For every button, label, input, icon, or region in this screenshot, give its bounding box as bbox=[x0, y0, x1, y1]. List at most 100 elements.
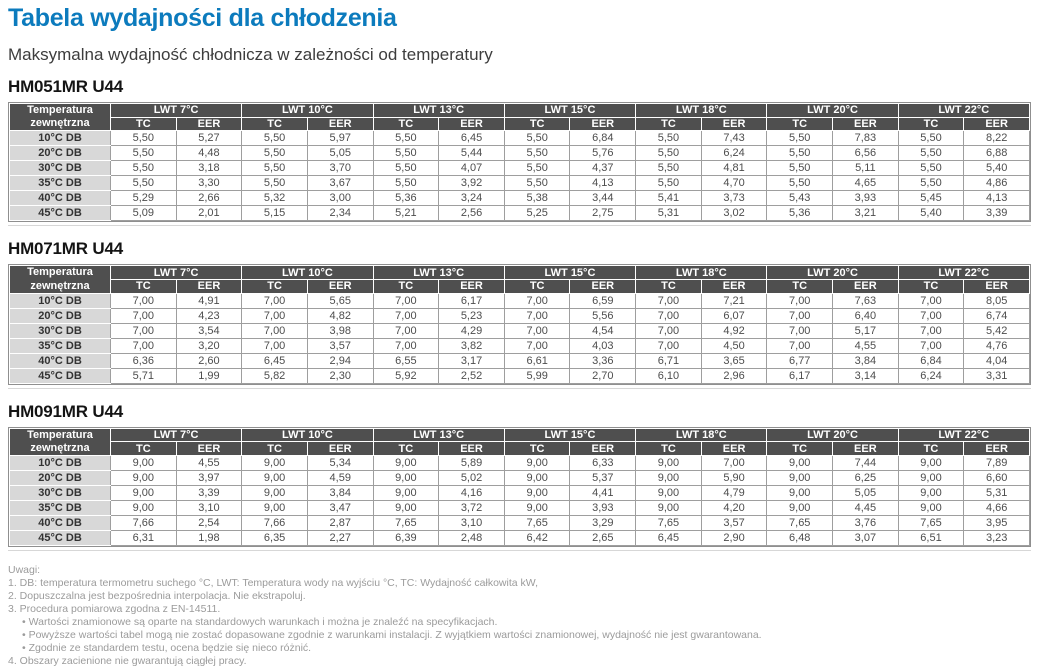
tc-value: 7,66 bbox=[241, 515, 308, 532]
row-label: 40°C DB bbox=[9, 190, 111, 207]
notes: Uwagi: 1. DB: temperatura termometru suc… bbox=[8, 564, 1031, 668]
eer-value: 2,94 bbox=[306, 352, 374, 369]
row-label: 10°C DB bbox=[9, 292, 111, 309]
tc-value: 5,31 bbox=[635, 205, 702, 222]
tc-value: 5,92 bbox=[372, 367, 440, 384]
tc-value: 5,38 bbox=[503, 190, 571, 207]
table-underline bbox=[8, 387, 1031, 389]
tc-value: 7,65 bbox=[635, 515, 702, 532]
tc-value: 5,50 bbox=[635, 175, 702, 192]
eer-value: 8,05 bbox=[963, 292, 1030, 309]
tc-value: 7,00 bbox=[897, 307, 965, 324]
tc-value: 5,50 bbox=[503, 160, 571, 177]
eer-value: 4,55 bbox=[175, 455, 243, 472]
capacity-table-wrap: Temperatura zewnętrzna LWT 7°C LWT 10°C LWT … bbox=[8, 102, 1031, 223]
row-label: 20°C DB bbox=[9, 470, 111, 487]
eer-value: 5,05 bbox=[832, 485, 899, 502]
eer-value: 5,05 bbox=[306, 145, 374, 162]
eer-value: 7,00 bbox=[700, 455, 768, 472]
row-label: 35°C DB bbox=[9, 175, 111, 192]
tc-value: 7,00 bbox=[241, 307, 308, 324]
notes-heading: Uwagi: bbox=[8, 564, 41, 577]
eer-value: 2,52 bbox=[438, 367, 505, 384]
row-label: 45°C DB bbox=[9, 205, 111, 222]
tc-value: 6,84 bbox=[897, 352, 965, 369]
tc-value: 6,55 bbox=[372, 352, 440, 369]
tc-value: 9,00 bbox=[110, 485, 177, 502]
tc-value: 9,00 bbox=[241, 470, 308, 487]
tc-value: 7,00 bbox=[766, 307, 834, 324]
table-row: 35°C DB 7,00 3,20 7,00 3,57 7,00 3,82 7,00 4,03 7… bbox=[9, 337, 1030, 354]
tc-value: 6,36 bbox=[110, 352, 177, 369]
tc-value: 5,50 bbox=[241, 130, 308, 147]
tc-value: 9,00 bbox=[372, 485, 440, 502]
tc-value: 6,17 bbox=[766, 367, 834, 384]
col-header-eer: EER bbox=[963, 441, 1030, 457]
col-header-eer: EER bbox=[700, 441, 768, 457]
capacity-table-wrap: Temperatura zewnętrzna LWT 7°C LWT 10°C LWT … bbox=[8, 264, 1031, 385]
eer-value: 2,75 bbox=[569, 205, 637, 222]
tc-value: 5,50 bbox=[897, 145, 965, 162]
col-header-tc: TC bbox=[372, 116, 440, 132]
tc-value: 9,00 bbox=[635, 500, 702, 517]
eer-value: 3,14 bbox=[832, 367, 899, 384]
eer-value: 7,83 bbox=[832, 130, 899, 147]
col-header-tc: TC bbox=[241, 279, 308, 294]
eer-value: 4,20 bbox=[700, 500, 768, 517]
eer-value: 1,99 bbox=[175, 367, 243, 384]
eer-value: 4,50 bbox=[700, 337, 768, 354]
eer-value: 5,31 bbox=[963, 485, 1030, 502]
tc-value: 9,00 bbox=[372, 470, 440, 487]
eer-value: 4,70 bbox=[700, 175, 768, 192]
eer-value: 3,98 bbox=[306, 322, 374, 339]
eer-value: 6,33 bbox=[569, 455, 637, 472]
eer-value: 6,74 bbox=[963, 307, 1030, 324]
tc-value: 9,00 bbox=[110, 470, 177, 487]
tc-value: 5,50 bbox=[372, 160, 440, 177]
column-header-temperatura-zewnetrzna: Temperatura zewnętrzna bbox=[9, 427, 111, 457]
tc-value: 5,50 bbox=[766, 160, 834, 177]
tc-value: 6,45 bbox=[635, 530, 702, 547]
col-header-tc: TC bbox=[503, 279, 571, 294]
tc-value: 5,29 bbox=[110, 190, 177, 207]
col-header-tc: TC bbox=[241, 116, 308, 132]
eer-value: 3,10 bbox=[438, 515, 505, 532]
tc-value: 5,36 bbox=[766, 205, 834, 222]
tc-value: 5,50 bbox=[766, 145, 834, 162]
col-header-eer: EER bbox=[569, 441, 637, 457]
page-title: Tabela wydajności dla chłodzenia bbox=[8, 4, 397, 32]
tc-value: 7,00 bbox=[241, 292, 308, 309]
eer-value: 3,31 bbox=[963, 367, 1030, 384]
eer-value: 3,07 bbox=[832, 530, 899, 547]
row-label: 30°C DB bbox=[9, 160, 111, 177]
tc-value: 9,00 bbox=[897, 485, 965, 502]
tc-value: 7,00 bbox=[372, 322, 440, 339]
table-underline bbox=[8, 550, 1031, 552]
eer-value: 4,45 bbox=[832, 500, 899, 517]
tc-value: 5,50 bbox=[503, 130, 571, 147]
col-header-eer: EER bbox=[175, 116, 243, 132]
eer-value: 6,40 bbox=[832, 307, 899, 324]
tc-value: 5,36 bbox=[372, 190, 440, 207]
tc-value: 9,00 bbox=[372, 500, 440, 517]
eer-value: 4,91 bbox=[175, 292, 243, 309]
tc-value: 9,00 bbox=[897, 455, 965, 472]
eer-value: 2,90 bbox=[700, 530, 768, 547]
eer-value: 4,03 bbox=[569, 337, 637, 354]
tc-value: 5,50 bbox=[241, 145, 308, 162]
eer-value: 4,66 bbox=[963, 500, 1030, 517]
eer-value: 4,81 bbox=[700, 160, 768, 177]
column-header-lwt-7-c: LWT 7°C bbox=[109, 427, 243, 443]
eer-value: 6,07 bbox=[700, 307, 768, 324]
model-heading: HM071MR U44 bbox=[8, 239, 123, 259]
tc-value: 6,61 bbox=[503, 352, 571, 369]
tc-value: 9,00 bbox=[635, 485, 702, 502]
eer-value: 3,95 bbox=[963, 515, 1030, 532]
table-row: 20°C DB 5,50 4,48 5,50 5,05 5,50 5,44 5,50 5,76 5… bbox=[9, 145, 1030, 162]
eer-value: 3,29 bbox=[569, 515, 637, 532]
eer-value: 3,36 bbox=[569, 352, 637, 369]
model-heading: HM051MR U44 bbox=[8, 77, 123, 96]
tc-value: 5,50 bbox=[372, 145, 440, 162]
row-label: 10°C DB bbox=[9, 130, 111, 147]
eer-value: 5,34 bbox=[306, 455, 374, 472]
